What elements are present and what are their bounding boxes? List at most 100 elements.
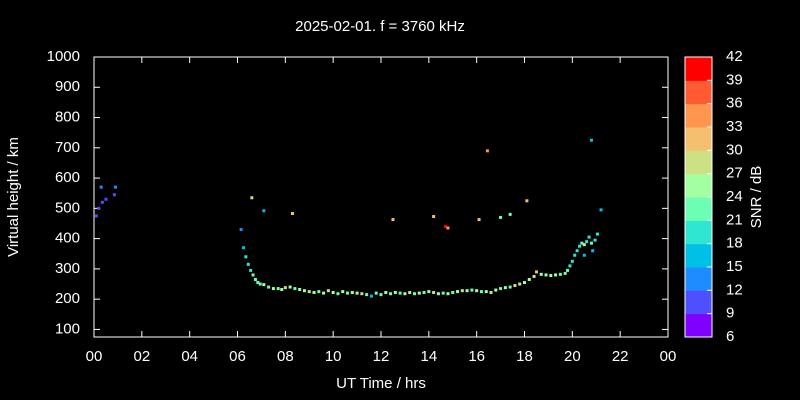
point: [573, 253, 577, 257]
point: [336, 292, 340, 296]
point: [503, 286, 507, 290]
colorbar-tick-label: 30: [726, 141, 743, 158]
point: [346, 291, 350, 295]
point: [441, 291, 445, 295]
point: [412, 292, 416, 296]
point: [532, 274, 536, 278]
point: [114, 185, 118, 189]
point: [563, 271, 567, 275]
point: [350, 291, 354, 295]
point: [499, 215, 503, 219]
colorbar-tick-label: 12: [726, 281, 743, 298]
y-tick-label: 200: [55, 290, 80, 307]
colorbar-tick-label: 9: [726, 305, 734, 322]
point: [432, 291, 436, 295]
point: [585, 240, 589, 244]
x-tick-label: 06: [229, 348, 246, 365]
point: [508, 212, 512, 216]
x-tick-label: 02: [133, 348, 150, 365]
colorbar-band: [685, 290, 712, 315]
colorbar-band: [685, 150, 712, 175]
point: [582, 253, 586, 257]
point: [446, 292, 450, 296]
point: [288, 285, 292, 289]
point: [244, 255, 248, 259]
point: [465, 289, 469, 293]
point: [241, 246, 245, 250]
point: [460, 289, 464, 293]
point: [513, 284, 517, 288]
point: [250, 196, 254, 200]
colorbar-tick-label: 6: [726, 328, 734, 345]
point: [477, 218, 481, 222]
point: [403, 292, 407, 296]
colorbar-tick-label: 39: [726, 71, 743, 88]
point: [508, 285, 512, 289]
colorbar-tick-label: 27: [726, 165, 743, 182]
point: [302, 289, 306, 293]
point: [249, 268, 253, 272]
point: [417, 291, 421, 295]
point: [484, 290, 488, 294]
point: [422, 291, 426, 295]
x-tick-label: 18: [516, 348, 533, 365]
colorbar-band: [685, 103, 712, 128]
y-tick-label: 100: [55, 320, 80, 337]
point: [104, 197, 108, 201]
x-tick-label: 00: [86, 348, 103, 365]
point: [599, 208, 603, 212]
colorbar-tick-label: 21: [726, 211, 743, 228]
colorbar-band: [685, 173, 712, 198]
point: [258, 282, 262, 286]
point: [276, 287, 280, 291]
point: [427, 290, 431, 294]
point: [587, 235, 591, 239]
point: [331, 291, 335, 295]
colorbar-tick-label: 33: [726, 118, 743, 135]
point: [267, 285, 271, 289]
point: [271, 287, 275, 291]
point: [262, 209, 266, 213]
colorbar-tick-label: 24: [726, 188, 743, 205]
x-tick-label: 22: [612, 348, 629, 365]
point: [307, 290, 311, 294]
colorbar-band: [685, 80, 712, 105]
point: [389, 292, 393, 296]
point: [379, 293, 383, 297]
colorbar-band: [685, 313, 712, 338]
point: [456, 290, 460, 294]
point: [568, 264, 572, 268]
colorbar-tick-label: 18: [726, 235, 743, 252]
x-tick-label: 16: [468, 348, 485, 365]
point: [291, 211, 295, 215]
point: [432, 215, 436, 219]
y-tick-label: 500: [55, 199, 80, 216]
point: [112, 193, 116, 197]
point: [393, 291, 397, 295]
point: [365, 293, 369, 297]
x-tick-label: 12: [373, 348, 390, 365]
y-tick-label: 300: [55, 260, 80, 277]
point: [544, 273, 548, 277]
point: [558, 272, 562, 276]
point: [408, 291, 412, 295]
colorbar-band: [685, 197, 712, 221]
y-axis-label: Virtual height / km: [5, 137, 22, 257]
point: [280, 287, 284, 291]
point: [525, 199, 529, 203]
point: [518, 282, 522, 286]
point: [489, 291, 493, 295]
point: [384, 291, 388, 295]
y-tick-label: 800: [55, 109, 80, 126]
colorbar-band: [685, 243, 712, 268]
point: [523, 281, 526, 285]
point: [326, 289, 330, 293]
point: [436, 292, 440, 296]
point: [582, 243, 586, 247]
y-tick-label: 600: [55, 169, 80, 186]
point: [94, 214, 98, 218]
point: [283, 286, 287, 290]
point: [341, 290, 345, 294]
y-tick-label: 900: [55, 78, 80, 95]
